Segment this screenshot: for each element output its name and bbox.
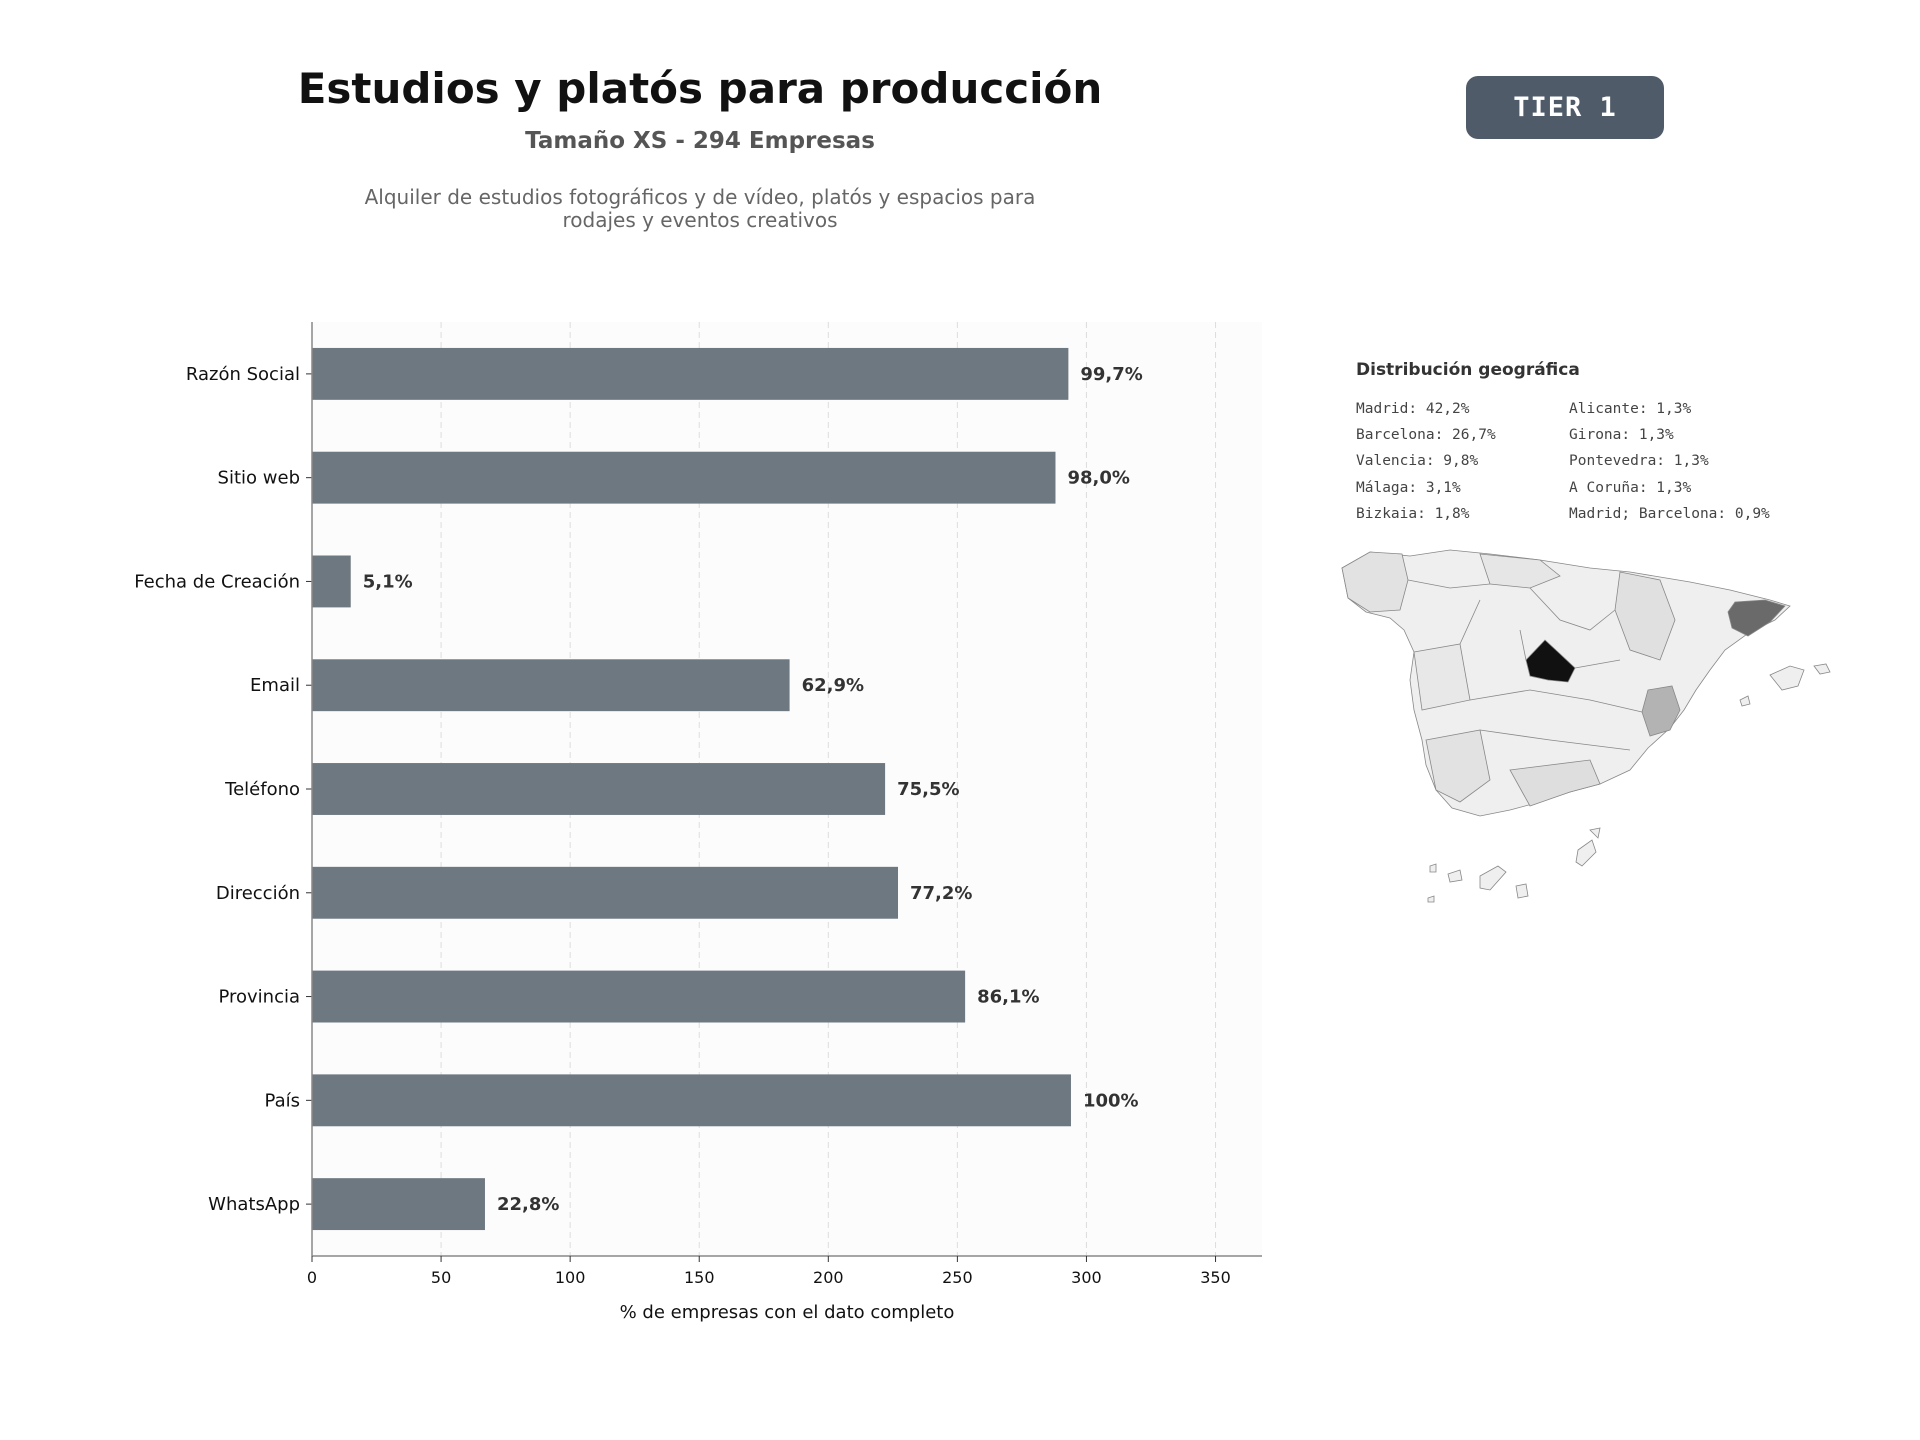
geo-item: Madrid: 42,2% <box>1356 401 1470 417</box>
chart-description: Alquiler de estudios fotográficos y de v… <box>300 186 1100 232</box>
category-label: Sitio web <box>218 468 300 489</box>
geo-list-column-2: Alicante: 1,3% Girona: 1,3% Pontevedra: … <box>1569 396 1770 527</box>
bar-value-label: 100% <box>1083 1090 1139 1111</box>
map-balearics <box>1769 665 1805 691</box>
bar-value-label: 98,0% <box>1067 468 1129 489</box>
geo-item: Madrid; Barcelona: 0,9% <box>1569 505 1770 522</box>
geo-item: Girona: 1,3% <box>1569 427 1674 444</box>
category-label: Teléfono <box>224 779 300 800</box>
bar-value-label: 22,8% <box>497 1194 559 1215</box>
bar <box>312 659 790 712</box>
bar-value-label: 5,1% <box>363 571 413 592</box>
map-region-west <box>1413 643 1471 711</box>
chart-subtitle: Tamaño XS - 294 Empresas <box>525 128 875 154</box>
map-region-north <box>1479 553 1561 589</box>
geo-item: Barcelona: 26,7% <box>1356 427 1496 444</box>
category-label: País <box>265 1090 300 1111</box>
category-label: Fecha de Creación <box>134 571 300 592</box>
geo-item: Alicante: 1,3% <box>1569 401 1692 417</box>
x-tick-label: 250 <box>942 1268 973 1287</box>
map-region-south-west <box>1425 729 1491 803</box>
bar <box>312 555 351 608</box>
map-region-madrid <box>1525 639 1576 683</box>
category-label: Razón Social <box>186 364 300 385</box>
map-region-valencia <box>1641 685 1681 737</box>
map-region-south-east <box>1509 759 1601 807</box>
geo-distribution-title: Distribución geográfica <box>1356 360 1580 380</box>
geo-list-column-1: Madrid: 42,2% Barcelona: 26,7% Valencia:… <box>1356 396 1496 527</box>
x-axis-label: % de empresas con el dato completo <box>620 1302 955 1323</box>
x-tick-label: 300 <box>1071 1268 1102 1287</box>
x-tick-label: 150 <box>684 1268 715 1287</box>
spain-choropleth-map <box>1341 549 1831 903</box>
category-label: Dirección <box>216 883 300 904</box>
x-tick-label: 100 <box>555 1268 586 1287</box>
geo-item: A Coruña: 1,3% <box>1569 479 1692 496</box>
x-tick-label: 350 <box>1200 1268 1231 1287</box>
chart-title: Estudios y platós para producción <box>297 64 1103 113</box>
description-line-2: rodajes y eventos creativos <box>562 208 838 232</box>
tier-badge: TIER 1 <box>1466 76 1664 139</box>
map-region-galicia <box>1341 551 1409 613</box>
bar-value-label: 99,7% <box>1080 364 1142 385</box>
geo-item: Valencia: 9,8% <box>1356 453 1479 470</box>
category-label: Provincia <box>218 987 300 1008</box>
bar <box>312 763 886 815</box>
geo-item: Pontevedra: 1,3% <box>1569 453 1709 470</box>
bar <box>312 970 966 1023</box>
bar <box>312 866 899 919</box>
bar-value-label: 86,1% <box>977 987 1039 1008</box>
bar-value-label: 77,2% <box>910 883 972 904</box>
bar-value-label: 62,9% <box>802 675 864 696</box>
x-tick-label: 0 <box>307 1268 317 1287</box>
x-tick-label: 50 <box>431 1268 451 1287</box>
x-tick-label: 200 <box>813 1268 844 1287</box>
bar <box>312 347 1069 400</box>
bar-value-label: 75,5% <box>897 779 959 800</box>
description-line-1: Alquiler de estudios fotográficos y de v… <box>364 185 1036 209</box>
category-label: Email <box>250 675 300 696</box>
bar <box>312 1178 485 1231</box>
geo-item: Málaga: 3,1% <box>1356 479 1461 496</box>
bar <box>312 1074 1071 1127</box>
map-canary-islands <box>1447 869 1463 883</box>
geo-item: Bizkaia: 1,8% <box>1356 505 1470 522</box>
bar <box>312 451 1056 504</box>
map-region-barcelona <box>1727 599 1786 637</box>
category-label: WhatsApp <box>208 1194 300 1215</box>
